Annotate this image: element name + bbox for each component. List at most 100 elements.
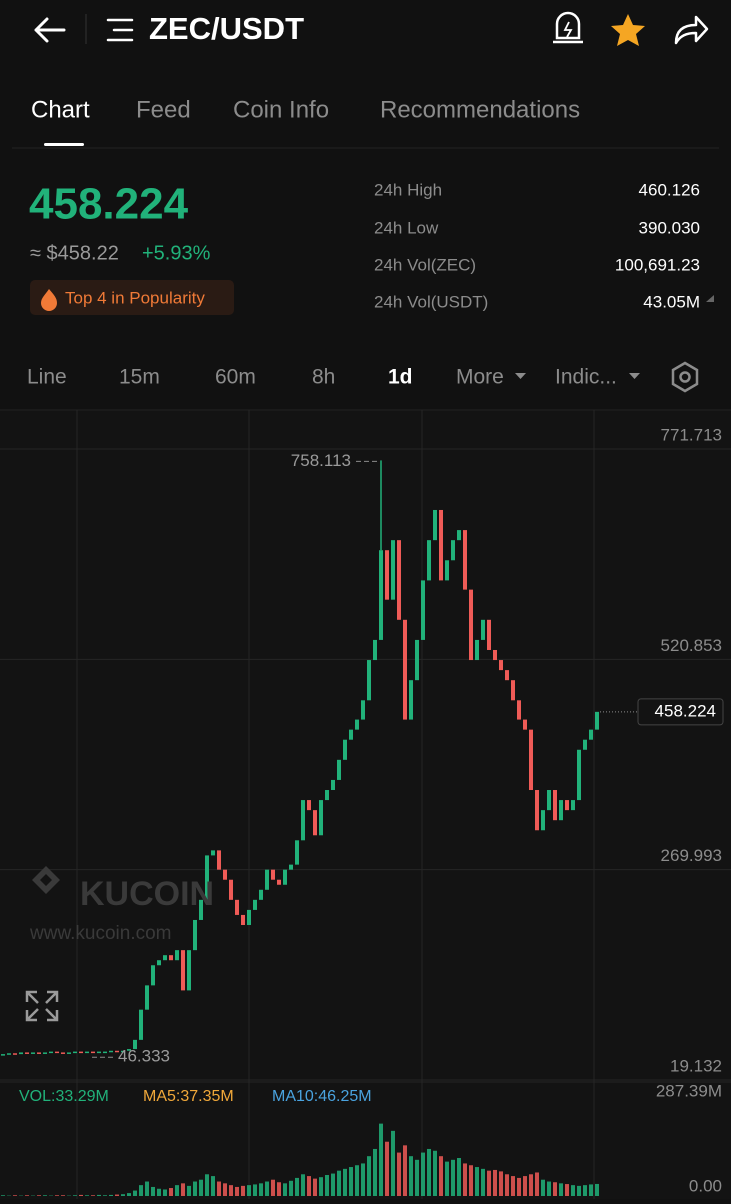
pair-title[interactable]: ZEC/USDT (149, 11, 304, 46)
candle-up (391, 540, 395, 600)
chart-area (0, 410, 731, 1199)
stat-label: 24h Vol(USDT) (374, 292, 488, 311)
volume-bar (439, 1156, 443, 1196)
volume-bar (163, 1189, 167, 1196)
interval[interactable]: 1d (388, 366, 413, 389)
interval[interactable]: Line (27, 366, 67, 389)
volume-bar (595, 1184, 599, 1196)
candle-down (313, 810, 317, 835)
interval[interactable]: 15m (119, 366, 160, 389)
volume-bar (589, 1184, 593, 1196)
volume-bar (193, 1182, 197, 1196)
candle-down (511, 680, 515, 700)
candle-up (253, 900, 257, 910)
candle-down (223, 870, 227, 880)
volume-bar (583, 1185, 587, 1196)
candle-down (385, 550, 389, 599)
y-tick-label: 269.993 (661, 846, 722, 865)
volume-bar (553, 1182, 557, 1196)
candle-up (19, 1052, 23, 1054)
candle-down (25, 1052, 29, 1054)
volume-bar (61, 1195, 65, 1196)
candle-down (505, 670, 509, 680)
volume-bar (301, 1174, 305, 1196)
volume-bar (13, 1195, 17, 1196)
volume-bar (565, 1184, 569, 1196)
volume-bar (175, 1185, 179, 1196)
volume-bar (361, 1163, 365, 1196)
candle-up (379, 550, 383, 640)
volume-bar (151, 1187, 155, 1196)
volume-bar (499, 1171, 503, 1196)
interval[interactable]: 8h (312, 366, 335, 389)
volume-bar (277, 1182, 281, 1196)
volume-bar (157, 1189, 161, 1196)
volume-bar (223, 1183, 227, 1196)
volume-bar (85, 1195, 89, 1196)
candle-down (463, 530, 467, 590)
volume-bar (205, 1174, 209, 1196)
candle-down (61, 1052, 65, 1054)
volume-bar (403, 1145, 407, 1196)
candle-up (157, 960, 161, 965)
candle-up (67, 1052, 71, 1054)
tab-indicator (44, 143, 84, 146)
volume-bar (187, 1186, 191, 1196)
volume-bar (73, 1195, 77, 1196)
candle-up (331, 780, 335, 790)
candle-up (7, 1053, 11, 1055)
candle-up (151, 965, 155, 985)
volume-bar (283, 1183, 287, 1196)
candle-up (355, 720, 359, 730)
tab[interactable]: Feed (136, 96, 191, 123)
candle-up (583, 740, 587, 750)
candle-up (31, 1052, 35, 1054)
volume-bar (295, 1178, 299, 1196)
volume-bar (55, 1195, 59, 1196)
volume-bar (427, 1149, 431, 1196)
tab[interactable]: Coin Info (233, 96, 329, 123)
volume-bar (343, 1169, 347, 1196)
candle-up (295, 840, 299, 864)
volume-bar (469, 1165, 473, 1196)
volume-bar (547, 1182, 551, 1196)
volume-bar (289, 1181, 293, 1196)
stat-label: 24h Vol(ZEC) (374, 255, 476, 274)
interval[interactable]: Indic... (555, 366, 617, 389)
volume-bar (379, 1124, 383, 1196)
tab[interactable]: Recommendations (380, 96, 580, 123)
candle-up (109, 1051, 113, 1053)
volume-bar (43, 1195, 47, 1196)
tab[interactable]: Chart (31, 96, 90, 123)
candle-up (427, 540, 431, 580)
candle-up (547, 790, 551, 810)
candle-up (361, 700, 365, 719)
volume-bar (235, 1187, 239, 1196)
watermark-url: www.kucoin.com (29, 923, 172, 944)
volume-bar (319, 1177, 323, 1196)
candle-up (457, 530, 461, 540)
volume-bar (79, 1195, 83, 1196)
volume-bar (259, 1183, 263, 1196)
candle-down (37, 1052, 41, 1054)
vol-tick-label: 0.00 (689, 1176, 722, 1195)
volume-bar (409, 1156, 413, 1196)
stat-value: 460.126 (639, 180, 700, 199)
candle-up (193, 920, 197, 950)
watermark-text: KUCOIN (80, 875, 214, 913)
volume-bar (571, 1185, 575, 1196)
candle-down (13, 1053, 17, 1055)
candle-down (277, 880, 281, 885)
volume-bar (481, 1169, 485, 1196)
volume-bar (493, 1170, 497, 1196)
interval[interactable]: 60m (215, 366, 256, 389)
stat-label: 24h Low (374, 218, 439, 237)
stat-value: 43.05M (643, 292, 700, 311)
candle-up (175, 950, 179, 960)
volume-bar (529, 1174, 533, 1196)
volume-bar (229, 1185, 233, 1196)
candle-up (451, 540, 455, 560)
interval[interactable]: More (456, 366, 504, 389)
candle-down (439, 510, 443, 580)
candle-up (139, 1010, 143, 1040)
